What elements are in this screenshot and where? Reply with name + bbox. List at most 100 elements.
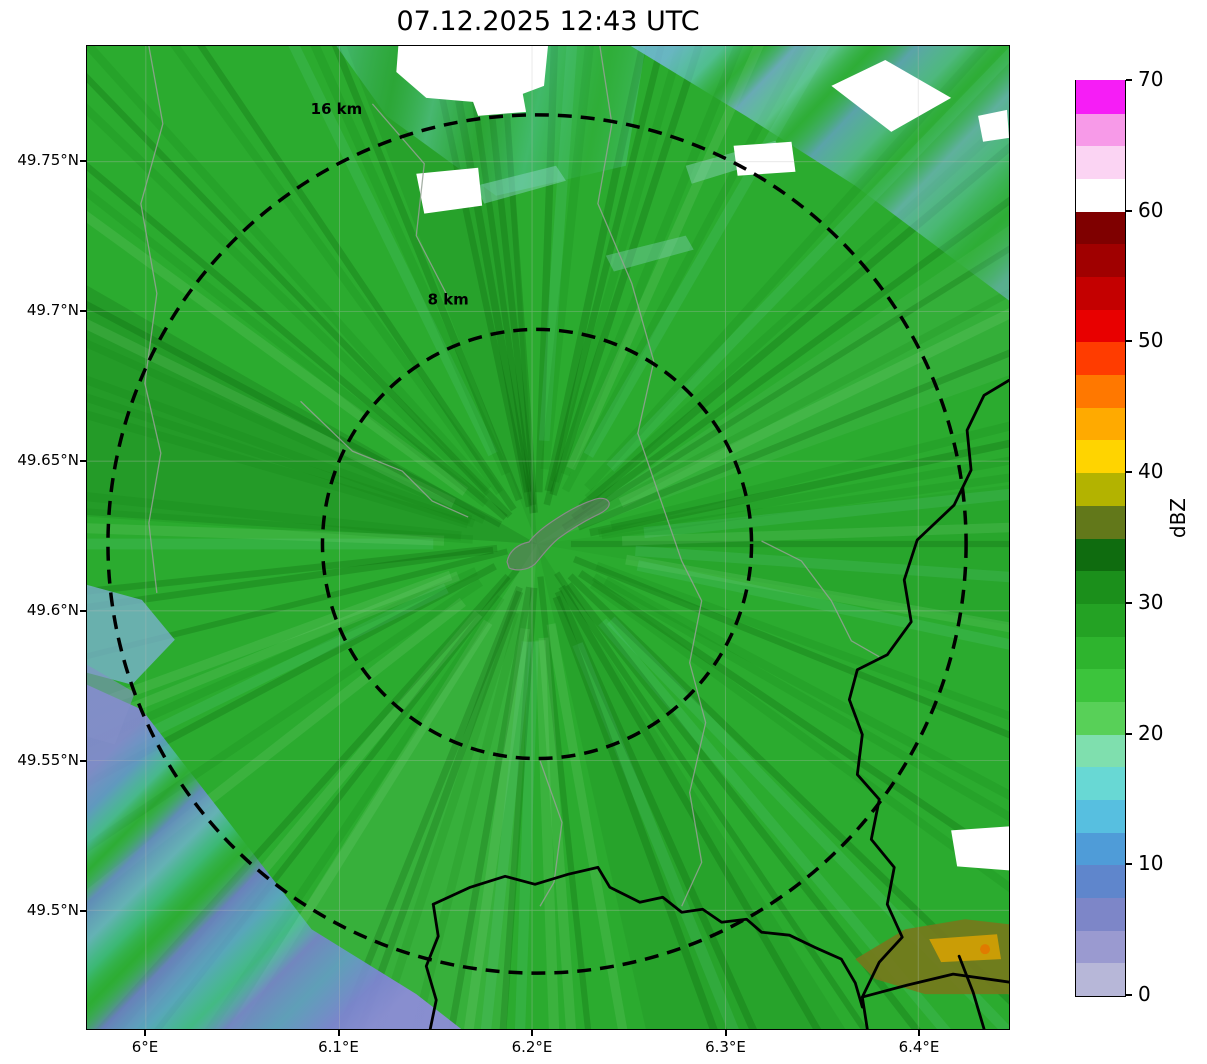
colorbar-segment [1076, 505, 1125, 539]
map-plot: 16 km 8 km [86, 45, 1010, 1030]
radar-ray [601, 473, 1009, 540]
radar-ray [499, 46, 538, 513]
colorbar-segment [1076, 570, 1125, 604]
colorbar-segment [1076, 374, 1125, 408]
colorbar-segment [1076, 80, 1125, 114]
lat-tick-mark [80, 310, 86, 312]
radar-ray [618, 308, 1009, 508]
colorbar-tick-label: 10 [1138, 851, 1164, 876]
radar-ray [87, 410, 469, 529]
radar-ray [537, 576, 592, 1029]
lon-tick-label: 6°E [131, 1038, 159, 1056]
radar-ray [464, 627, 530, 1029]
radar-ray [554, 590, 757, 1029]
radar-ray [610, 421, 1009, 530]
radar-ray [606, 616, 1009, 1029]
lat-tick-label: 49.7°N [26, 301, 79, 319]
radar-ray [592, 573, 1009, 822]
radar-ray [87, 508, 474, 544]
colorbar-tick-mark [1126, 601, 1132, 604]
lon-tick-label: 6.2°E [511, 1038, 553, 1056]
figure-title: 07.12.2025 12:43 UTC [396, 6, 700, 37]
colorbar-segment [1076, 113, 1125, 147]
colorbar-gradient [1075, 80, 1126, 997]
radar-ray [535, 640, 560, 1029]
lat-tick-mark [80, 760, 86, 762]
lat-tick-label: 49.65°N [17, 451, 79, 469]
radar-map-svg: 16 km 8 km [87, 46, 1009, 1029]
colorbar-segment [1076, 832, 1125, 866]
radar-ray [427, 46, 533, 508]
radar-ray [332, 46, 523, 502]
colorbar-segment [1076, 636, 1125, 670]
colorbar-segment [1076, 701, 1125, 735]
radar-ray [566, 46, 764, 471]
colorbar-tick-label: 20 [1138, 720, 1164, 745]
range-ring-label: 16 km [311, 100, 363, 118]
range-ring [320, 327, 754, 761]
radar-ray [87, 73, 513, 519]
lon-tick-mark [724, 1030, 727, 1036]
radar-ray [480, 641, 532, 1029]
radar-ray [598, 618, 951, 1029]
radar-ray [87, 210, 469, 496]
radar-ray [571, 196, 1009, 521]
colorbar-tick-mark [1126, 209, 1132, 212]
colorbar-segment [1076, 276, 1125, 310]
colorbar-segment [1076, 897, 1125, 931]
colorbar-tick-label: 70 [1138, 67, 1164, 91]
radar-ray [597, 456, 1009, 538]
colorbar-tick-mark [1126, 732, 1132, 735]
radar-ray [625, 554, 1009, 633]
radar-ray [87, 393, 476, 528]
radar-ray [583, 46, 831, 458]
range-ring [106, 113, 968, 975]
range-rings [106, 113, 968, 975]
lat-tick-mark [80, 610, 86, 612]
lon-tick-mark [144, 1030, 146, 1036]
radar-ray [549, 46, 703, 496]
radar-ray [197, 46, 517, 512]
colorbar-segment [1076, 962, 1125, 996]
radar-ray [552, 595, 718, 1029]
radar-ray [572, 642, 739, 1029]
lat-tick-mark [80, 910, 86, 912]
radar-ray [463, 46, 536, 514]
colorbar-segment [1076, 537, 1125, 572]
lat-tick-mark [80, 160, 86, 162]
colorbar-tick-mark [1126, 471, 1132, 474]
radar-ray [514, 641, 539, 1029]
lon-tick-mark [918, 1030, 920, 1036]
colorbar-tick-mark [1126, 994, 1132, 996]
colorbar-segment [1076, 211, 1125, 245]
radar-ray [561, 245, 1009, 531]
radar-ray [538, 46, 578, 442]
radar-ray [603, 576, 1009, 801]
radar-ray [170, 46, 504, 495]
lat-tick-label: 49.55°N [17, 751, 79, 769]
radar-ray [87, 563, 497, 788]
lat-tick-label: 49.75°N [17, 151, 79, 169]
colorbar-segment [1076, 145, 1125, 180]
radar-ray [87, 570, 453, 714]
radar-ray [87, 544, 498, 595]
radar-ray [546, 623, 628, 1029]
lon-tick-label: 6.4°E [898, 1038, 940, 1056]
colorbar-unit-label: dBZ [1166, 498, 1190, 539]
radar-ray [411, 610, 525, 1029]
radar-ray [87, 492, 462, 541]
colorbar-segment [1076, 603, 1125, 637]
colorbar-tick-label: 50 [1138, 328, 1164, 353]
radar-ray [538, 637, 576, 1029]
radar-ray [540, 46, 594, 470]
lat-tick-label: 49.5°N [26, 901, 79, 919]
radar-ray [550, 46, 685, 483]
river-lines [140, 46, 880, 907]
lon-tick-label: 6.3°E [705, 1038, 746, 1056]
range-ring-labels: 16 km 8 km [311, 100, 469, 309]
radar-ray [448, 586, 533, 1029]
radar-ray [578, 142, 1009, 511]
colorbar-segment [1076, 734, 1125, 768]
radar-ray [337, 585, 523, 1029]
radar-ray [621, 522, 1009, 546]
